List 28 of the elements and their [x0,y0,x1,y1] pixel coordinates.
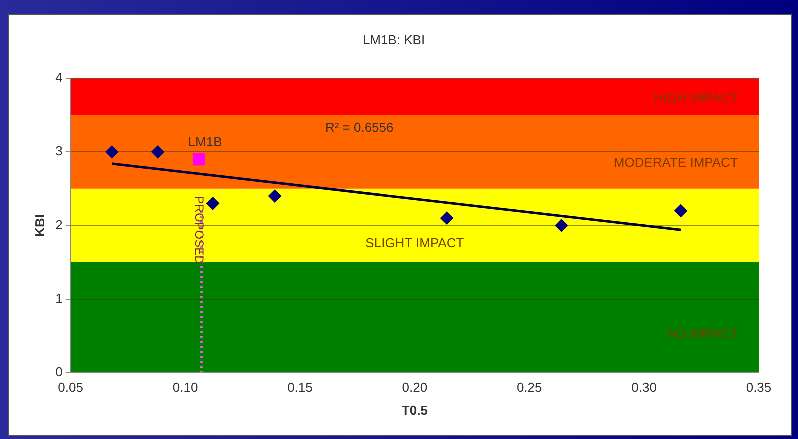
y-tick-label: 2 [56,217,63,232]
x-tick-label: 0.05 [58,380,84,396]
y-axis-title: KBI [32,214,48,237]
point [152,146,164,159]
chart-title: LM1B: KBI [362,32,426,48]
x-tick-label: 0.15 [288,380,313,396]
series-label: LM1B [188,134,222,150]
point [206,197,220,210]
y-tick-label: 0 [56,364,63,380]
y-tick-label: 3 [56,144,63,159]
point [106,146,119,159]
x-tick-label: 0.35 [746,380,772,396]
point [674,204,688,218]
point [440,212,454,225]
y-tick-label: 1 [56,290,63,306]
point [193,153,206,166]
ref-line-label: PROPOSED [192,196,206,265]
point [268,190,282,203]
x-tick-label: 0.30 [632,380,657,396]
x-tick-label: 0.10 [172,380,198,396]
x-tick-label: 0.20 [402,380,428,396]
band-label: HIGH IMPACT [654,90,738,106]
y-tick-label: 4 [56,70,63,86]
band-label: SLIGHT IMPACT [366,236,464,251]
x-tick-label: 0.25 [516,380,542,396]
annotation: R² = 0.6556 [325,120,394,136]
band-label: NO IMPACT [667,326,738,341]
point [555,219,568,232]
